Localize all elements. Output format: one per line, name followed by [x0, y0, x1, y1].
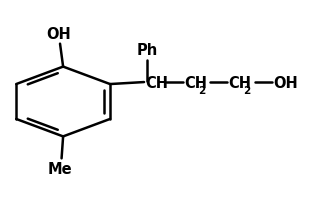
Text: OH: OH [46, 27, 71, 41]
Text: CH: CH [184, 75, 207, 90]
Text: CH: CH [229, 75, 252, 90]
Text: Me: Me [48, 162, 72, 176]
Text: Ph: Ph [136, 42, 158, 58]
Text: OH: OH [273, 75, 298, 90]
Text: 2: 2 [243, 86, 250, 95]
Text: 2: 2 [198, 86, 206, 95]
Text: CH: CH [146, 75, 169, 90]
